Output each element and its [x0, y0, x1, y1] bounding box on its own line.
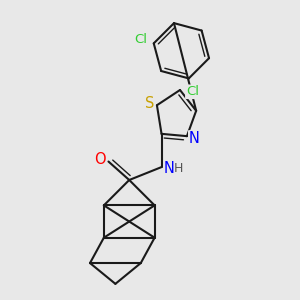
Text: Cl: Cl: [134, 33, 147, 46]
Text: Cl: Cl: [186, 85, 199, 98]
Text: H: H: [174, 162, 183, 175]
Text: S: S: [145, 96, 154, 111]
Text: N: N: [189, 131, 200, 146]
Text: N: N: [164, 161, 175, 176]
Text: O: O: [94, 152, 106, 167]
